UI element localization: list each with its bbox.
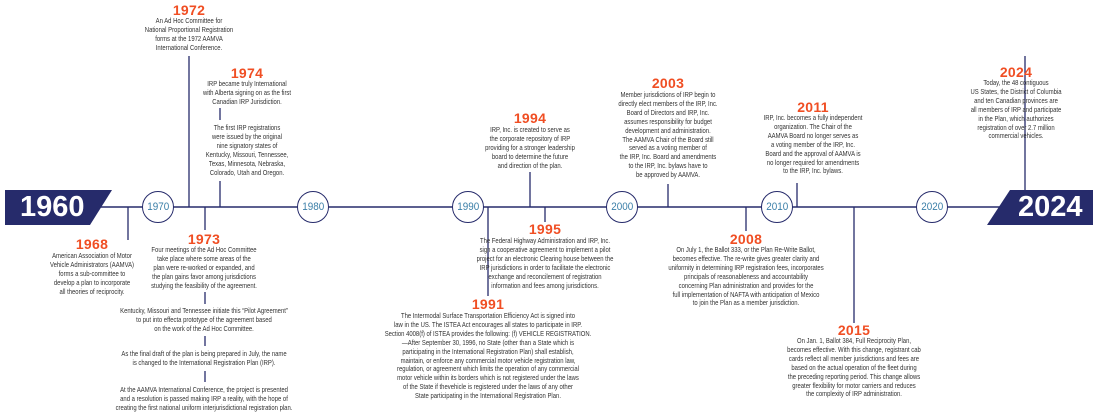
start-year-label: 1960 <box>20 191 85 223</box>
event-year-1991: 1991 <box>471 296 505 312</box>
event-text-1973: At the AAMVA International Conference, t… <box>115 385 293 412</box>
event-text-1973: Four meetings of the Ad Hoc Committee ta… <box>151 245 257 290</box>
decade-label: 1990 <box>456 201 480 213</box>
event-text-1991: The Intermodal Surface Transportation Ef… <box>384 311 592 401</box>
event-year-2003: 2003 <box>651 75 685 91</box>
decade-marker-2010: 2010 <box>761 191 793 223</box>
decade-marker-1970: 1970 <box>142 191 174 223</box>
event-text-2003: Member jurisdictions of IRP begin to dir… <box>618 90 718 180</box>
event-year-2024: 2024 <box>999 64 1033 80</box>
decade-marker-2000: 2000 <box>606 191 638 223</box>
connectors <box>127 56 1026 382</box>
event-text-1968: American Association of Motor Vehicle Ad… <box>49 251 135 296</box>
event-text-1973: As the final draft of the plan is being … <box>121 349 287 367</box>
event-year-1972: 1972 <box>172 2 206 18</box>
event-text-2015: On Jan. 1, Ballot 384, Full Reciprocity … <box>787 336 921 399</box>
event-year-1995: 1995 <box>528 221 562 237</box>
start-banner <box>5 190 112 225</box>
decade-label: 2010 <box>765 201 789 213</box>
decade-label: 1970 <box>146 201 170 213</box>
event-year-1968: 1968 <box>75 236 109 252</box>
event-text-1994: IRP, Inc. is created to serve as the cor… <box>485 125 575 170</box>
event-text-1974: IRP became truly International with Albe… <box>202 79 292 106</box>
decade-marker-2020: 2020 <box>916 191 948 223</box>
decade-label: 2020 <box>920 201 944 213</box>
end-banner <box>987 190 1093 225</box>
event-year-1973: 1973 <box>187 231 221 247</box>
event-year-1974: 1974 <box>230 65 264 81</box>
event-text-1972: An Ad Hoc Committee for National Proport… <box>144 16 234 52</box>
decade-marker-1980: 1980 <box>297 191 329 223</box>
end-year-label: 2024 <box>1018 191 1083 223</box>
event-text-2024: Today, the 48 contiguous US States, the … <box>970 78 1062 141</box>
decade-label: 2000 <box>610 201 634 213</box>
event-text-1973: Kentucky, Missouri and Tennessee initiat… <box>120 306 288 333</box>
event-year-2011: 2011 <box>797 99 829 115</box>
event-year-1994: 1994 <box>513 110 547 126</box>
event-text-2008: On July 1, the Ballot 333, or the Plan R… <box>668 245 824 308</box>
event-text-1974: The first IRP registrations were issued … <box>205 123 289 177</box>
event-text-2011: IRP, Inc. becomes a fully independent or… <box>763 113 863 176</box>
event-year-2008: 2008 <box>729 231 763 247</box>
decade-label: 1980 <box>301 201 325 213</box>
decade-marker-1990: 1990 <box>452 191 484 223</box>
event-year-2015: 2015 <box>837 322 871 338</box>
event-text-1995: The Federal Highway Administration and I… <box>476 236 614 290</box>
